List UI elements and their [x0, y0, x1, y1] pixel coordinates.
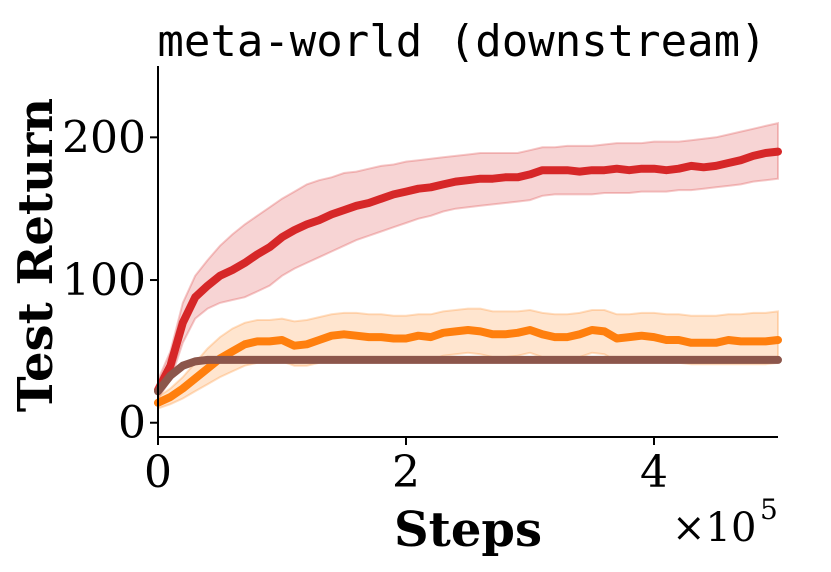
x-tick-label: 2 — [392, 447, 420, 498]
x-scale-multiplier: ×10 — [672, 505, 756, 551]
x-axis-label: Steps — [394, 502, 542, 558]
y-axis-label: Test Return — [8, 98, 64, 412]
series-lines — [154, 147, 782, 407]
series-3-line — [154, 355, 782, 396]
x-tick-label: 0 — [144, 447, 172, 498]
x-scale-exponent: 5 — [760, 493, 778, 526]
series-1-band — [157, 121, 779, 402]
series-1-line — [154, 147, 782, 394]
x-tick-label: 4 — [640, 447, 668, 498]
series-2-line — [154, 326, 782, 407]
chart-title: meta-world (downstream) — [157, 16, 766, 67]
axis-ticks: 0 2 4 0 100 200 — [62, 112, 668, 498]
y-tick-label: 200 — [62, 112, 146, 163]
y-tick-label: 0 — [118, 398, 146, 449]
y-tick-label: 100 — [62, 255, 146, 306]
